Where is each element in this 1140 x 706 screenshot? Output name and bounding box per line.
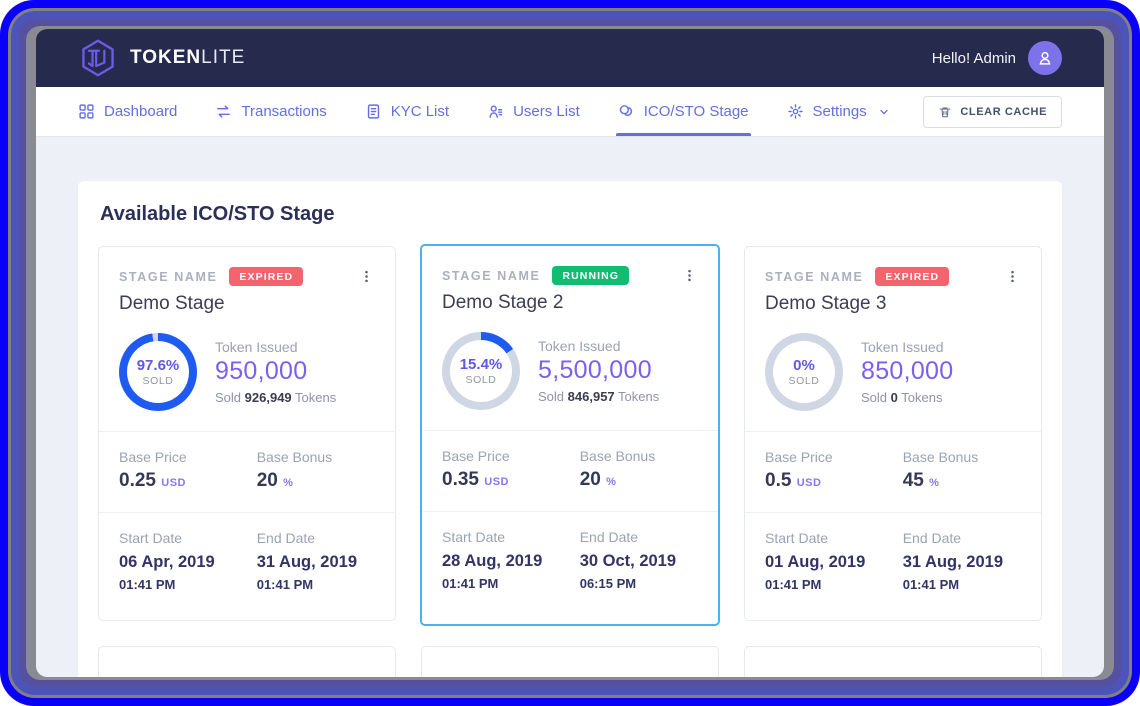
start-date-value: 06 Apr, 2019 01:41 PM bbox=[119, 553, 215, 593]
start-date-label: Start Date bbox=[442, 529, 506, 545]
settings-gear-icon bbox=[787, 104, 803, 119]
status-badge: RUNNING bbox=[552, 266, 630, 285]
sold-tokens-line: Sold 846,957 Tokens bbox=[538, 389, 660, 404]
content-area: Available ICO/STO Stage STAGE NAME EXPIR… bbox=[36, 137, 1104, 677]
kyc-list-icon bbox=[367, 104, 379, 119]
start-date-label: Start Date bbox=[765, 530, 829, 546]
sold-tokens-line: Sold 0 Tokens bbox=[861, 390, 943, 405]
dashboard-icon bbox=[79, 104, 94, 119]
brand-name: TOKENLITE bbox=[130, 47, 246, 68]
status-badge: EXPIRED bbox=[229, 267, 304, 286]
stage-name-label: STAGE NAME bbox=[442, 268, 541, 283]
ico-sto-icon bbox=[619, 105, 632, 116]
end-date-label: End Date bbox=[902, 530, 962, 546]
stage-name: Demo Stage 2 bbox=[442, 292, 564, 313]
sold-percent: 97.6% bbox=[136, 357, 180, 375]
base-bonus-value: 45 % bbox=[902, 470, 940, 491]
token-issued-value: 950,000 bbox=[215, 357, 308, 385]
stage-card: STAGE NAME EXPIRED Demo Stage 97.6% bbox=[98, 246, 396, 621]
sold-percent: 0% bbox=[793, 357, 815, 375]
stage-card bbox=[98, 645, 396, 677]
greeting-text: Hello! Admin bbox=[931, 49, 1016, 67]
base-price-label: Base Price bbox=[119, 449, 187, 465]
token-issued-label: Token Issued bbox=[215, 339, 298, 355]
kebab-menu-icon bbox=[687, 269, 691, 282]
base-price-value: 0.5 USD bbox=[765, 470, 822, 491]
nav-item-users-list[interactable]: Users List bbox=[487, 87, 580, 136]
main-nav: Dashboard Transactions KYC List Users Li… bbox=[36, 87, 1104, 137]
tokenlite-logo-icon bbox=[82, 39, 114, 77]
kebab-menu-icon bbox=[1010, 270, 1014, 283]
start-date-value: 01 Aug, 2019 01:41 PM bbox=[765, 553, 866, 593]
nav-item-transactions[interactable]: Transactions bbox=[215, 87, 327, 136]
sold-donut-chart: 15.4% SOLD bbox=[442, 332, 520, 410]
end-date-label: End Date bbox=[579, 529, 639, 545]
sold-donut-chart: 97.6% SOLD bbox=[119, 333, 197, 411]
stage-card-selected: STAGE NAME RUNNING Demo Stage 2 15.4% bbox=[420, 244, 720, 626]
nav-item-ico-sto-stage[interactable]: ICO/STO Stage bbox=[615, 87, 751, 136]
stage-card: STAGE NAME EXPIRED Demo Stage 3 0% bbox=[744, 246, 1042, 621]
stage-cards-row: STAGE NAME EXPIRED Demo Stage 97.6% bbox=[98, 244, 1042, 626]
user-icon bbox=[1039, 51, 1051, 65]
nav-item-kyc-list[interactable]: KYC List bbox=[365, 87, 449, 136]
stage-name: Demo Stage 3 bbox=[765, 293, 887, 314]
stages-panel: Available ICO/STO Stage STAGE NAME EXPIR… bbox=[78, 181, 1062, 677]
nav-item-dashboard[interactable]: Dashboard bbox=[78, 87, 177, 136]
token-issued-label: Token Issued bbox=[538, 338, 621, 354]
base-price-value: 0.25 USD bbox=[119, 470, 186, 491]
stage-name-label: STAGE NAME bbox=[765, 269, 864, 284]
status-badge: EXPIRED bbox=[875, 267, 950, 286]
end-date-value: 30 Oct, 2019 06:15 PM bbox=[579, 552, 677, 592]
base-price-label: Base Price bbox=[765, 449, 833, 465]
clear-cache-button[interactable]: CLEAR CACHE bbox=[923, 95, 1062, 128]
token-issued-value: 850,000 bbox=[861, 357, 954, 385]
page-title: Available ICO/STO Stage bbox=[100, 203, 335, 225]
transactions-icon bbox=[217, 105, 231, 118]
app-window: TOKENLITE Hello! Admin Dashboard Transac… bbox=[36, 29, 1104, 677]
trash-icon bbox=[940, 106, 951, 117]
token-issued-label: Token Issued bbox=[861, 339, 944, 355]
base-bonus-value: 20 % bbox=[579, 469, 617, 490]
nav-item-settings[interactable]: Settings bbox=[787, 87, 890, 136]
users-list-icon bbox=[489, 105, 503, 118]
sold-percent: 15.4% bbox=[459, 356, 503, 374]
brand-logo-area[interactable]: TOKENLITE bbox=[78, 38, 245, 78]
sold-tokens-line: Sold 926,949 Tokens bbox=[215, 390, 337, 405]
end-date-value: 31 Aug, 2019 01:41 PM bbox=[902, 553, 1003, 593]
base-bonus-label: Base Bonus bbox=[579, 448, 656, 464]
start-date-value: 28 Aug, 2019 01:41 PM bbox=[442, 552, 543, 592]
stage-card bbox=[744, 645, 1042, 677]
token-issued-value: 5,500,000 bbox=[538, 356, 652, 384]
stage-card bbox=[421, 645, 719, 677]
stage-name-label: STAGE NAME bbox=[119, 269, 218, 284]
base-price-value: 0.35 USD bbox=[442, 469, 509, 490]
sold-donut-chart: 0% SOLD bbox=[765, 333, 843, 411]
start-date-label: Start Date bbox=[119, 530, 183, 546]
stage-name: Demo Stage bbox=[119, 293, 225, 314]
base-price-label: Base Price bbox=[442, 448, 510, 464]
end-date-value: 31 Aug, 2019 01:41 PM bbox=[256, 553, 357, 593]
base-bonus-label: Base Bonus bbox=[902, 449, 979, 465]
end-date-label: End Date bbox=[256, 530, 316, 546]
user-avatar[interactable] bbox=[1028, 41, 1062, 75]
kebab-menu-icon bbox=[364, 270, 368, 283]
base-bonus-label: Base Bonus bbox=[256, 449, 333, 465]
base-bonus-value: 20 % bbox=[256, 470, 294, 491]
card-menu-button[interactable] bbox=[1003, 268, 1021, 286]
card-menu-button[interactable] bbox=[680, 267, 698, 285]
card-menu-button[interactable] bbox=[357, 268, 375, 286]
stage-cards-row-2 bbox=[98, 645, 1042, 677]
chevron-down-icon bbox=[880, 109, 888, 114]
topbar: TOKENLITE Hello! Admin bbox=[36, 29, 1104, 87]
